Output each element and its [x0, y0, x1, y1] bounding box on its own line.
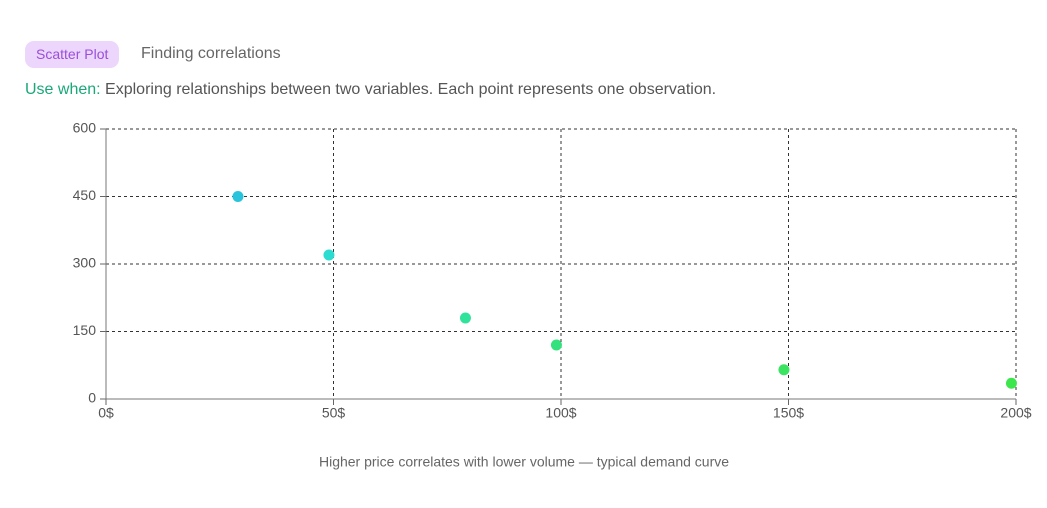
y-tick-label: 150: [73, 322, 97, 338]
badge: Scatter Plot: [25, 41, 120, 68]
point: [778, 364, 790, 376]
caption: Higher price correlates with lower volum…: [319, 454, 729, 470]
point: [323, 249, 335, 261]
x-tick-label: 50$: [322, 405, 346, 421]
y-tick-label: 300: [73, 255, 97, 271]
x-tick-label: 200$: [1000, 405, 1031, 421]
x-tick-label: 0$: [98, 405, 114, 421]
point: [232, 191, 244, 202]
point: [1005, 377, 1017, 389]
use-when: Use when: Exploring relationships betwee…: [25, 81, 716, 99]
x-tick-label: 100$: [545, 405, 576, 421]
y-tick-label: 600: [73, 120, 97, 136]
heading: Finding correlations: [141, 45, 281, 62]
x-tick-label: 150$: [773, 405, 804, 421]
point: [459, 312, 471, 324]
y-tick-label: 450: [73, 187, 97, 203]
point: [550, 339, 562, 351]
use-when-text: Exploring relationships between two vari…: [105, 81, 717, 98]
use-when-label: Use when:: [25, 81, 101, 98]
y-tick-label: 0: [88, 390, 96, 406]
